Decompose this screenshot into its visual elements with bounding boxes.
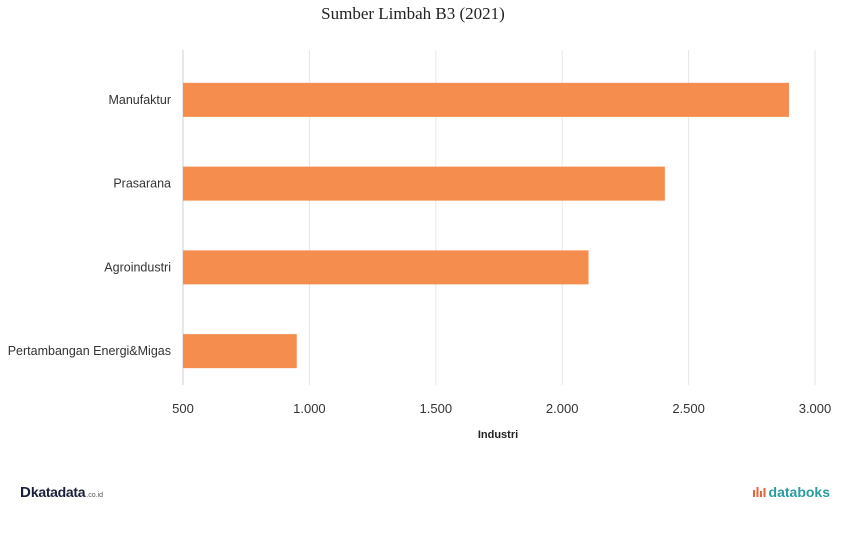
databoks-bars-icon — [752, 487, 766, 497]
bar-pertambangan-energi-migas — [183, 334, 297, 369]
category-labels: Manufaktur Prasarana Agroindustri Pertamban… — [8, 93, 171, 358]
category-label: Prasarana — [113, 177, 171, 191]
x-tick-label: 1.500 — [420, 401, 453, 416]
category-label: Agroindustri — [104, 260, 171, 274]
databoks-logo-text: databoks — [768, 484, 830, 500]
chart-title: Sumber Limbah B3 (2021) — [321, 4, 505, 23]
bar-manufaktur — [183, 82, 789, 117]
x-tick-label: 500 — [172, 401, 194, 416]
x-axis-title: Industri — [478, 429, 518, 441]
x-tick-label: 1.000 — [293, 401, 326, 416]
bars — [183, 82, 789, 369]
katadata-logo-text: katadata — [30, 484, 86, 500]
bar-prasarana — [183, 166, 665, 201]
x-tick-label: 2.500 — [672, 401, 705, 416]
katadata-logo-mark: D — [20, 484, 31, 501]
category-label: Manufaktur — [108, 93, 171, 107]
databoks-logo: databoks — [752, 484, 830, 500]
gridlines — [182, 50, 816, 385]
x-tick-label: 3.000 — [799, 401, 832, 416]
katadata-logo-suffix: .co.id — [86, 492, 103, 499]
x-tick-labels: 500 1.000 1.500 2.000 2.500 3.000 — [172, 401, 831, 416]
bar-chart: Manufaktur Prasarana Agroindustri Pertamban… — [8, 50, 831, 441]
katadata-logo: D katadata .co.id — [20, 484, 103, 501]
x-tick-label: 2.000 — [546, 401, 579, 416]
bar-agroindustri — [183, 250, 589, 285]
category-label: Pertambangan Energi&Migas — [8, 344, 171, 358]
